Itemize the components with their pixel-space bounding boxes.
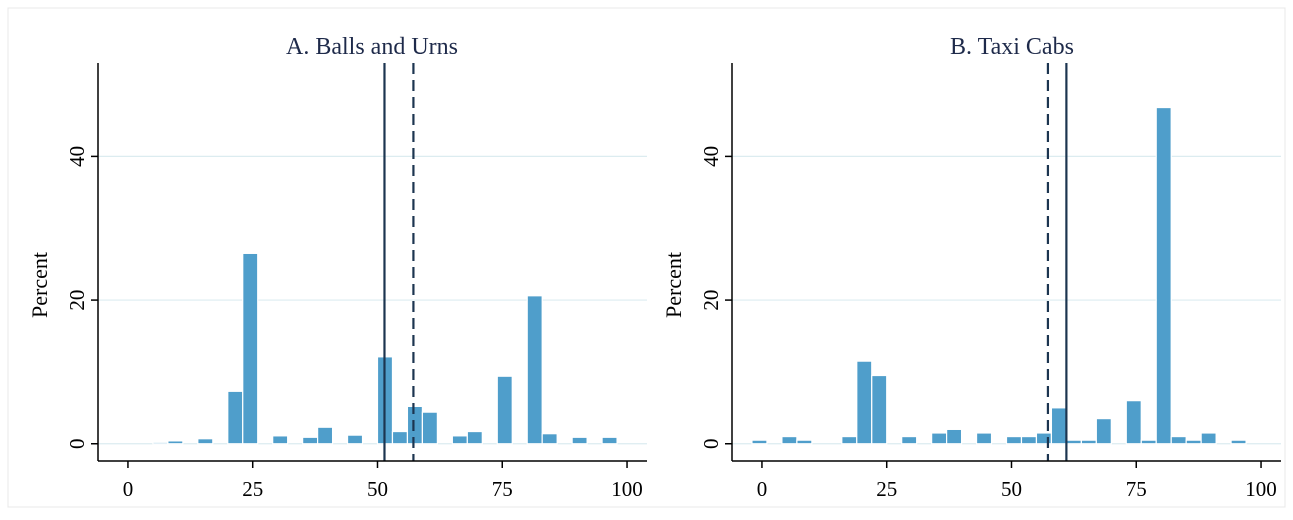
histogram-bar xyxy=(272,435,289,445)
histogram-bar xyxy=(975,432,993,445)
histogram-bar xyxy=(796,439,813,445)
panel-balls-and-urns: A. Balls and Urns Percent 0 25 50 75 100 0 20 4… xyxy=(27,34,647,501)
bars xyxy=(152,252,618,445)
x-tick-label: 75 xyxy=(1126,477,1147,501)
histogram-bar xyxy=(227,390,244,445)
histogram-bar xyxy=(541,433,558,445)
histogram-bar xyxy=(1095,418,1112,445)
x-tick-label: 0 xyxy=(757,477,768,501)
histogram-bar xyxy=(1050,407,1067,445)
panel-taxi-cabs: B. Taxi Cabs Percent 0 25 50 75 100 0 20 40 xyxy=(661,34,1281,501)
bars xyxy=(751,106,1247,445)
histogram-bar xyxy=(901,435,918,445)
histogram-bar xyxy=(1125,400,1142,445)
histogram-bar xyxy=(601,436,618,445)
histogram-bar xyxy=(391,430,409,445)
y-tick-label: 40 xyxy=(65,146,89,167)
histogram-bar xyxy=(751,439,768,445)
histogram-bar xyxy=(1005,435,1023,445)
histogram-bar xyxy=(1035,432,1053,445)
axis-ticks: 0 25 50 75 100 0 20 40 xyxy=(65,146,643,501)
histogram-bar xyxy=(451,435,468,445)
histogram-bar xyxy=(526,295,543,445)
gridlines xyxy=(732,155,1281,445)
gridlines xyxy=(98,155,647,445)
x-tick-label: 50 xyxy=(1001,477,1022,501)
x-tick-label: 25 xyxy=(242,477,263,501)
histogram-bar xyxy=(931,432,948,445)
panel-title: B. Taxi Cabs xyxy=(950,34,1074,60)
x-tick-label: 100 xyxy=(611,477,643,501)
histogram-bar xyxy=(496,375,513,445)
y-tick-label: 40 xyxy=(699,146,723,167)
histogram-bar xyxy=(1140,439,1157,445)
histogram-bar xyxy=(1065,439,1082,445)
figure-frame xyxy=(7,7,1286,508)
histogram-bar xyxy=(406,405,424,445)
histogram-bar xyxy=(871,374,888,445)
x-tick-label: 25 xyxy=(876,477,897,501)
x-tick-label: 0 xyxy=(123,477,134,501)
histogram-bar xyxy=(317,426,334,445)
y-axis-label: Percent xyxy=(27,252,52,318)
histogram-bar xyxy=(1200,432,1217,445)
panel-title: A. Balls and Urns xyxy=(286,34,458,60)
axis-ticks: 0 25 50 75 100 0 20 40 xyxy=(699,146,1277,501)
histogram-bar xyxy=(346,434,364,445)
y-axis-label: Percent xyxy=(661,252,686,318)
histogram-bar xyxy=(302,436,319,445)
histogram-bar xyxy=(1170,435,1187,445)
y-tick-label: 0 xyxy=(699,439,723,450)
histogram-bar xyxy=(946,428,963,445)
x-tick-label: 50 xyxy=(367,477,388,501)
histogram-bar xyxy=(1155,106,1172,445)
x-tick-label: 100 xyxy=(1245,477,1277,501)
histogram-bar xyxy=(197,438,214,445)
reference-lines xyxy=(383,63,415,461)
histogram-bar xyxy=(466,430,483,445)
histogram-bar xyxy=(781,435,798,445)
y-tick-label: 0 xyxy=(65,439,89,450)
histogram-bar xyxy=(856,360,873,445)
y-tick-label: 20 xyxy=(699,290,723,311)
histogram-bar xyxy=(1230,439,1247,445)
histogram-bar xyxy=(1020,435,1038,445)
histogram-bar xyxy=(571,436,588,445)
x-tick-label: 75 xyxy=(492,477,513,501)
histogram-bar xyxy=(1080,439,1097,445)
histogram-bar xyxy=(152,441,169,445)
histogram-bar xyxy=(421,411,438,445)
histogram-bar xyxy=(167,440,184,445)
histogram-bar xyxy=(1185,439,1202,445)
reference-lines xyxy=(1046,63,1068,461)
y-tick-label: 20 xyxy=(65,290,89,311)
histogram-bar xyxy=(242,252,259,445)
histogram-bar xyxy=(841,435,858,445)
